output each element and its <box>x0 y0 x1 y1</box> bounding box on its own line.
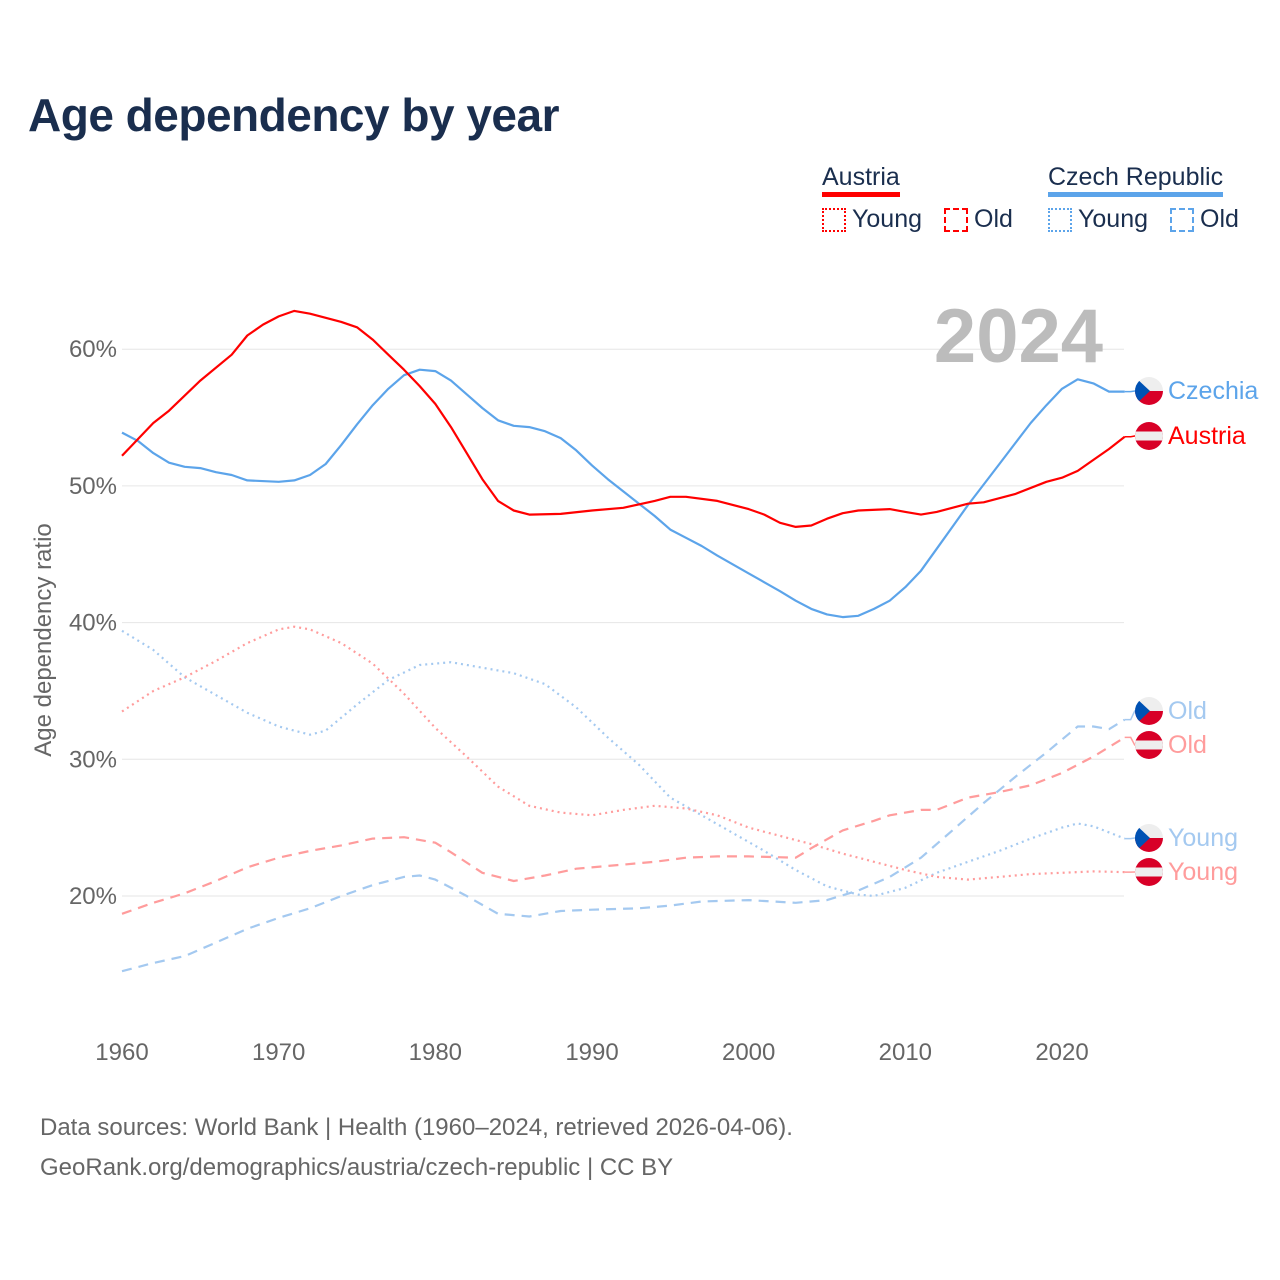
czech-flag-icon <box>1135 697 1163 725</box>
y-axis-title: Age dependency ratio <box>30 523 57 757</box>
x-tick-label: 1960 <box>95 1039 148 1066</box>
dotted-line-swatch-icon <box>1048 207 1072 232</box>
source-url: GeoRank.org/demographics/austria/czech-r… <box>40 1154 674 1181</box>
legend-czech-young: Young <box>1078 205 1148 233</box>
end-label: Austria <box>1168 422 1246 450</box>
dashed-line-swatch-icon <box>944 207 968 232</box>
end-label: Old <box>1168 731 1207 759</box>
legend-austria: Austria Young Old <box>822 162 1013 234</box>
dashed-line-swatch-icon <box>1170 207 1194 232</box>
footer: Data sources: World Bank | Health (1960–… <box>40 1108 793 1188</box>
end-label-connector <box>1124 710 1137 721</box>
austria-flag-icon <box>1135 731 1163 759</box>
austria-flag-icon <box>1135 422 1163 450</box>
end-label: Old <box>1168 697 1207 725</box>
legend-austria-old: Old <box>974 205 1013 233</box>
x-tick-label: 2020 <box>1035 1039 1088 1066</box>
end-label: Young <box>1168 824 1238 852</box>
legend-czech-old: Old <box>1200 205 1239 233</box>
austria-flag-icon <box>1135 858 1163 886</box>
czech-flag-icon <box>1135 377 1163 405</box>
y-tick-label: 40% <box>69 610 117 637</box>
x-tick-label: 1980 <box>409 1039 462 1066</box>
czech-flag-icon <box>1135 824 1163 852</box>
y-tick-label: 60% <box>69 336 117 363</box>
series-line-austria-young <box>121 625 1125 881</box>
dotted-line-swatch-icon <box>822 207 846 232</box>
y-tick-label: 20% <box>69 883 117 910</box>
x-tick-label: 2000 <box>722 1039 775 1066</box>
chart-title: Age dependency by year <box>28 89 559 141</box>
series-line-austria <box>121 309 1126 528</box>
series-line-austria-old <box>121 736 1126 915</box>
y-tick-label: 50% <box>69 473 117 500</box>
year-watermark: 2024 <box>934 294 1103 379</box>
end-label: Young <box>1168 858 1238 886</box>
legend-austria-label: Austria <box>822 162 900 197</box>
end-label: Czechia <box>1168 377 1258 405</box>
end-label-connector <box>1124 435 1137 438</box>
data-source-note: Data sources: World Bank | Health (1960–… <box>40 1114 793 1141</box>
legend-czech: Czech Republic Young Old <box>1048 162 1239 234</box>
legend-czech-label: Czech Republic <box>1048 162 1224 197</box>
end-label-connector <box>1124 837 1137 840</box>
x-tick-label: 1970 <box>252 1039 305 1066</box>
series-line-czechia-old <box>121 718 1126 973</box>
y-tick-label: 30% <box>69 746 117 773</box>
end-label-connector <box>1124 736 1137 746</box>
x-tick-label: 1990 <box>565 1039 618 1066</box>
series-line-czechia <box>121 368 1125 619</box>
x-tick-label: 2010 <box>879 1039 932 1066</box>
series-line-czechia-young <box>121 629 1126 898</box>
legend-austria-young: Young <box>852 205 922 233</box>
end-label-connector <box>1124 390 1137 393</box>
